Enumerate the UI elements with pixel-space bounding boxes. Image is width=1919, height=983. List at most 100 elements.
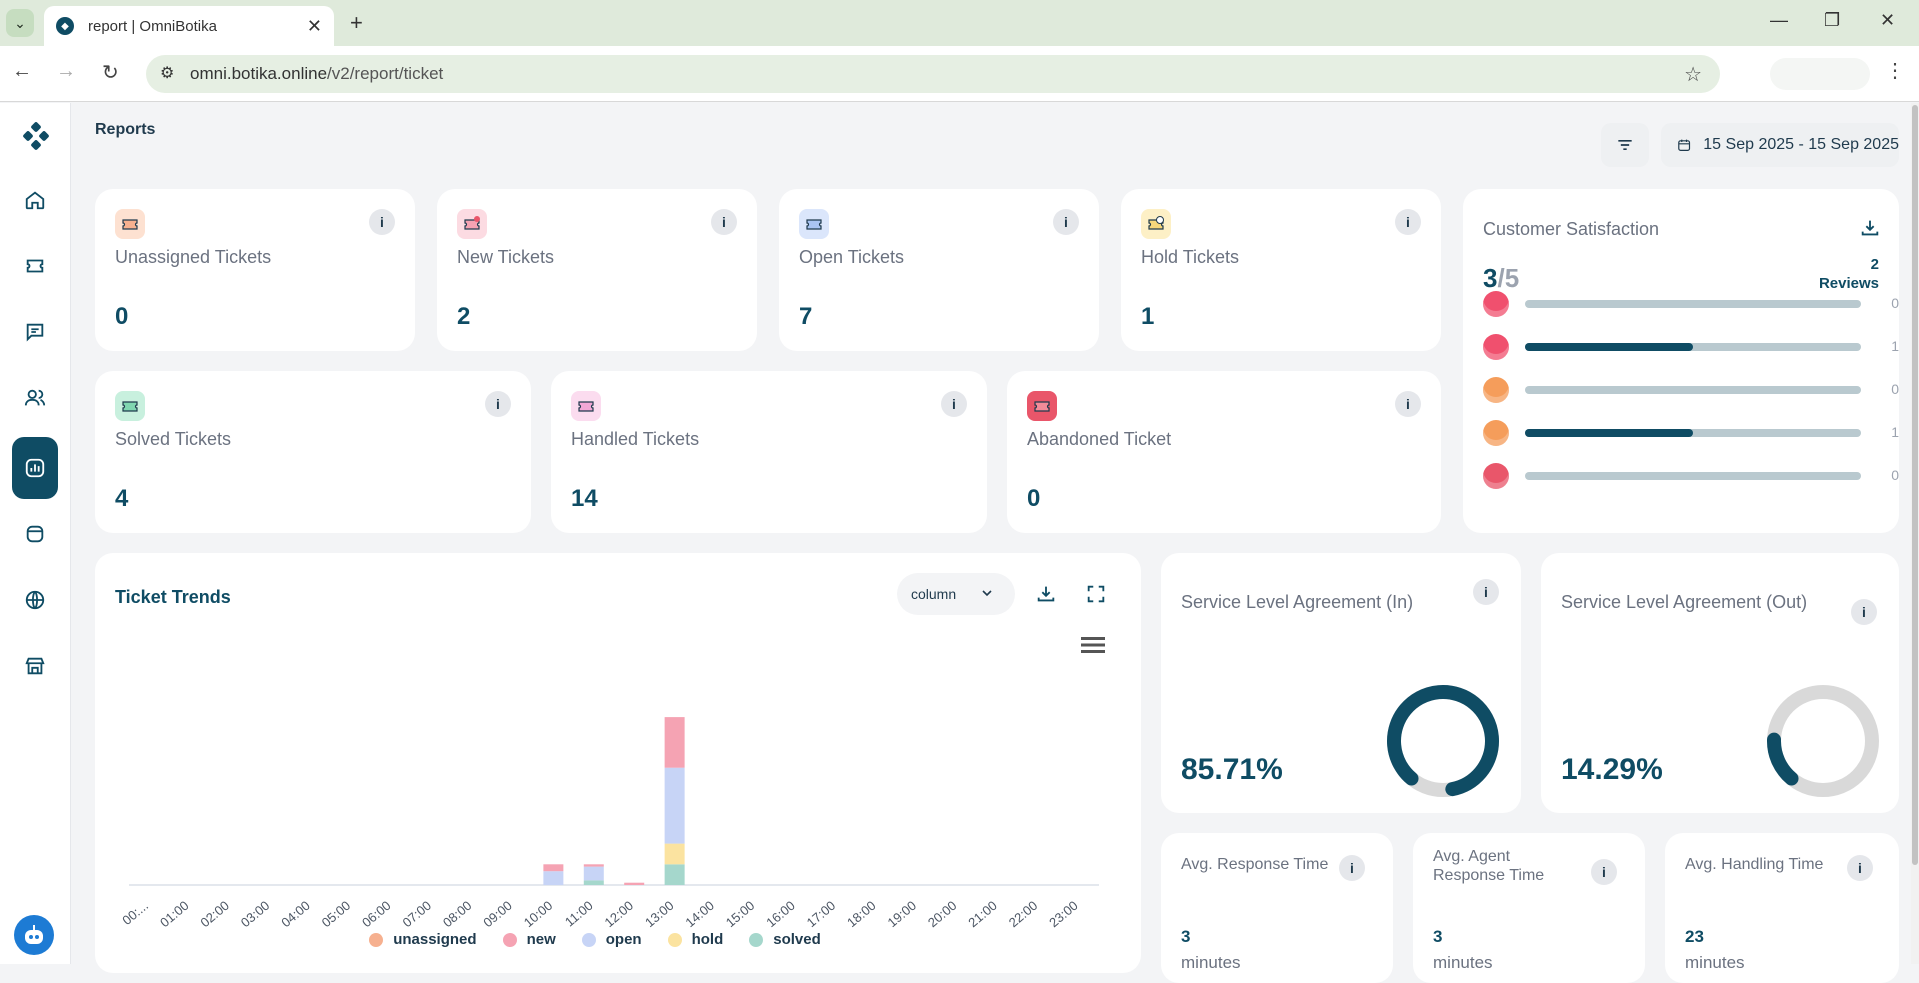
ticket-icon[interactable]	[12, 243, 58, 289]
neutral-face-icon	[1483, 377, 1509, 403]
store-icon[interactable]	[12, 643, 58, 689]
info-icon[interactable]: i	[941, 391, 967, 417]
browser-menu-icon[interactable]: ⋮	[1885, 60, 1905, 82]
bar-new-11:00[interactable]	[583, 864, 604, 867]
x-tick-label: 02:00	[197, 898, 232, 930]
csat-count: 0	[1891, 381, 1899, 397]
bar-solved-13:00[interactable]	[664, 864, 685, 885]
restore-icon[interactable]: ❐	[1824, 10, 1841, 30]
users-icon[interactable]	[12, 375, 58, 421]
legend-item-unassigned[interactable]: unassigned	[369, 931, 477, 948]
bar-new-12:00[interactable]	[624, 882, 645, 885]
main-content: Reports 15 Sep 2025 - 15 Sep 2025 i Unas…	[71, 103, 1911, 983]
date-range-picker[interactable]: 15 Sep 2025 - 15 Sep 2025	[1661, 123, 1899, 167]
favicon-icon: ◆	[56, 17, 74, 35]
new-tab-button[interactable]: +	[350, 10, 363, 35]
url-domain: omni.botika.online	[190, 64, 328, 83]
chat-icon[interactable]	[12, 309, 58, 355]
chevron-down-icon	[982, 590, 992, 597]
stat-label: Unassigned Tickets	[115, 247, 272, 267]
chart-type-value: column	[911, 586, 957, 602]
x-tick-label: 12:00	[602, 898, 637, 930]
minimize-icon[interactable]: —	[1770, 10, 1788, 30]
download-icon[interactable]	[1035, 583, 1057, 605]
bar-new-10:00[interactable]	[543, 864, 564, 872]
back-icon[interactable]: ←	[12, 60, 32, 82]
info-icon[interactable]: i	[1473, 579, 1499, 605]
bar-open-10:00[interactable]	[543, 871, 564, 885]
stat-card-hold: i Hold Tickets 1	[1121, 189, 1441, 351]
x-tick-label: 15:00	[723, 898, 758, 930]
bookmark-star-icon[interactable]: ☆	[1684, 64, 1702, 86]
customer-satisfaction-card: Customer Satisfaction 3/5 2 Reviews 0 1 0 1 0	[1463, 189, 1899, 533]
stat-value: 7	[799, 303, 813, 330]
stat-card-abandoned: i Abandoned Ticket 0	[1007, 371, 1441, 533]
legend-item-hold[interactable]: hold	[667, 931, 723, 948]
x-tick-label: 01:00	[157, 898, 192, 930]
page-scrollbar[interactable]	[1911, 103, 1919, 964]
handled-ticket-icon	[571, 391, 601, 421]
address-bar: ← → ↻ ⚙ omni.botika.online/v2/report/tic…	[0, 46, 1919, 102]
legend-item-solved[interactable]: solved	[749, 931, 821, 948]
filter-button[interactable]	[1601, 123, 1649, 167]
legend-item-open[interactable]: open	[581, 931, 642, 948]
expand-icon[interactable]	[1085, 583, 1107, 605]
chatbot-avatar-icon[interactable]	[14, 915, 54, 955]
info-icon[interactable]: i	[1395, 391, 1421, 417]
csat-bar-fill	[1525, 429, 1693, 437]
avg-handling-time-card: Avg. Handling Time i 23 minutes	[1665, 833, 1899, 983]
csat-count: 0	[1891, 295, 1899, 311]
csat-bar-track	[1525, 300, 1861, 308]
sla-in-donut	[1387, 685, 1499, 797]
close-tab-icon[interactable]: ✕	[306, 15, 322, 36]
csat-count: 1	[1891, 424, 1899, 440]
ticket-trends-title: Ticket Trends	[115, 587, 231, 607]
avg-title: Avg. Agent Response Time	[1433, 848, 1545, 884]
csat-bar-track	[1525, 429, 1861, 437]
close-window-icon[interactable]: ✕	[1880, 10, 1896, 30]
info-icon[interactable]: i	[1395, 209, 1421, 235]
sla-out-card: Service Level Agreement (Out) i 14.29%	[1541, 553, 1899, 813]
sla-in-title: Service Level Agreement (In)	[1181, 592, 1414, 612]
url-input[interactable]: ⚙ omni.botika.online/v2/report/ticket ☆	[146, 55, 1720, 93]
info-icon[interactable]: i	[1053, 209, 1079, 235]
stat-card-unassigned: i Unassigned Tickets 0	[95, 189, 415, 351]
browser-tab[interactable]: ◆ report | OmniBotika ✕	[44, 6, 334, 46]
csat-row: 1	[1483, 418, 1899, 448]
info-icon[interactable]: i	[1591, 859, 1617, 885]
reload-icon[interactable]: ↻	[102, 62, 119, 84]
info-icon[interactable]: i	[369, 209, 395, 235]
bar-solved-11:00[interactable]	[583, 880, 604, 885]
logo-icon[interactable]	[20, 121, 52, 153]
box-icon[interactable]	[12, 511, 58, 557]
tab-search-button[interactable]: ⌄	[6, 9, 34, 37]
forward-icon[interactable]: →	[56, 60, 76, 82]
download-icon[interactable]	[1859, 217, 1881, 239]
report-icon[interactable]	[12, 437, 58, 499]
x-tick-label: 05:00	[319, 898, 354, 930]
legend-dot-icon	[369, 932, 384, 947]
bar-hold-13:00[interactable]	[664, 843, 685, 865]
x-tick-label: 19:00	[884, 898, 919, 930]
bar-open-13:00[interactable]	[664, 767, 685, 844]
site-settings-icon[interactable]: ⚙	[160, 65, 175, 82]
chart-type-select[interactable]: column	[897, 573, 1015, 615]
legend-item-new[interactable]: new	[502, 931, 556, 948]
info-icon[interactable]: i	[1847, 855, 1873, 881]
info-icon[interactable]: i	[485, 391, 511, 417]
home-icon[interactable]	[12, 177, 58, 223]
info-icon[interactable]: i	[1851, 599, 1877, 625]
x-tick-label: 06:00	[359, 898, 394, 930]
info-icon[interactable]: i	[711, 209, 737, 235]
info-icon[interactable]: i	[1339, 855, 1365, 881]
profile-button[interactable]	[1770, 58, 1870, 90]
legend-label: unassigned	[393, 931, 477, 948]
scrollbar-thumb[interactable]	[1912, 105, 1918, 865]
sla-out-donut	[1767, 685, 1879, 797]
bar-new-13:00[interactable]	[664, 717, 685, 768]
bar-open-11:00[interactable]	[583, 866, 604, 881]
chart-menu-icon[interactable]	[1081, 635, 1105, 655]
stat-card-open: i Open Tickets 7	[779, 189, 1099, 351]
globe-icon[interactable]	[12, 577, 58, 623]
sla-in-value: 85.71%	[1181, 753, 1283, 786]
